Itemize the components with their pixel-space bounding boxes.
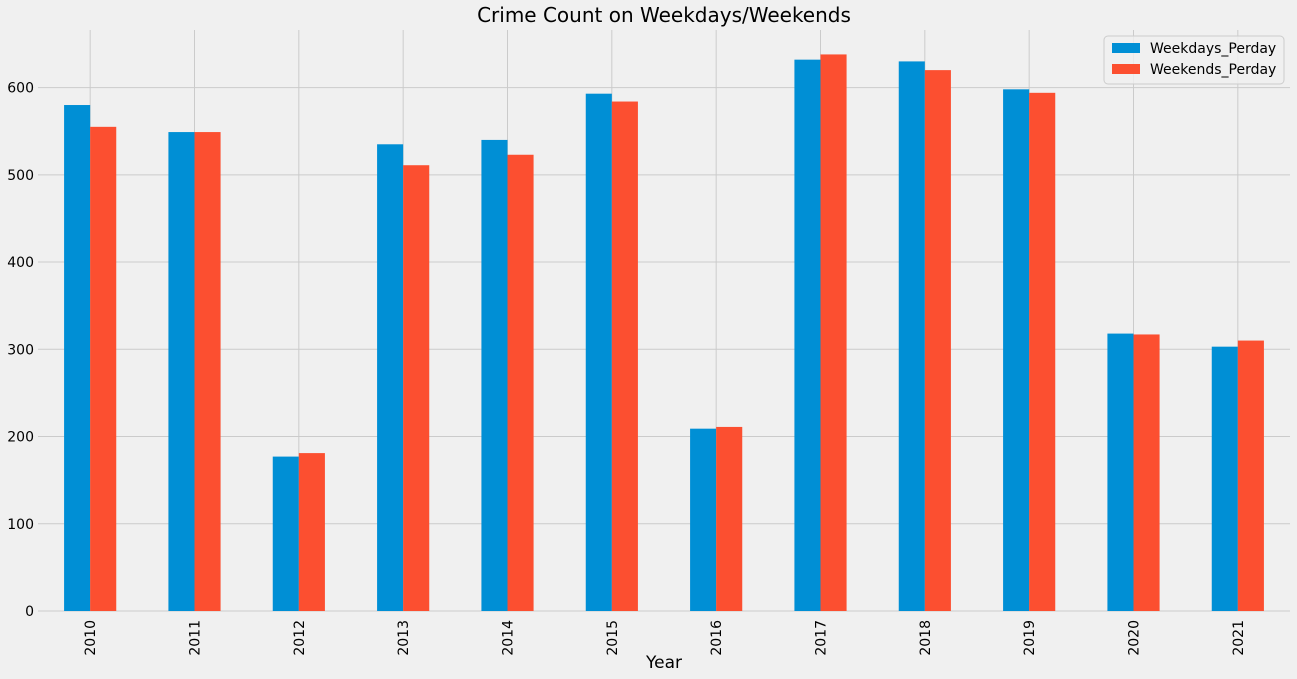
x-tick-label: 2021: [1231, 620, 1247, 656]
legend-swatch-weekdays-perday: [1112, 43, 1140, 53]
x-axis-ticks: 2010 2011 2012 2013 2014 2015 2016 2017 2018 2019…: [83, 620, 1247, 656]
bar-weekends-perday-2014: [507, 154, 534, 611]
bar-weekends-perday-2015: [611, 101, 638, 611]
x-tick-label: 2014: [501, 620, 517, 656]
x-tick-label: 2019: [1022, 620, 1038, 656]
y-tick-label: 300: [7, 342, 34, 358]
x-axis-label: Year: [645, 653, 682, 673]
bar-weekdays-perday-2020: [1107, 333, 1134, 611]
x-tick-label: 2015: [605, 620, 621, 656]
x-tick-label: 2017: [814, 620, 830, 656]
y-tick-label: 600: [7, 81, 34, 97]
x-tick-label: 2013: [396, 620, 412, 656]
y-tick-label: 200: [7, 430, 34, 446]
bar-weekends-perday-2021: [1237, 340, 1264, 611]
bar-weekdays-perday-2012: [272, 456, 299, 611]
bar-weekdays-perday-2015: [585, 93, 612, 612]
legend-swatch-weekends-perday: [1112, 64, 1140, 74]
bar-weekends-perday-2020: [1133, 334, 1160, 611]
x-tick-label: 2016: [709, 620, 725, 656]
bar-weekdays-perday-2011: [168, 132, 195, 611]
bar-weekends-perday-2019: [1029, 92, 1056, 612]
y-axis-ticks: 0 100 200 300 400 500 600: [7, 81, 34, 620]
bar-weekdays-perday-2014: [481, 139, 508, 611]
bar-weekends-perday-2011: [194, 132, 221, 611]
bars-layer: [64, 54, 1264, 612]
y-tick-label: 400: [7, 255, 34, 271]
x-tick-label: 2018: [918, 620, 934, 656]
bar-weekdays-perday-2013: [377, 144, 404, 612]
bar-weekends-perday-2018: [924, 70, 951, 611]
x-tick-label: 2012: [292, 620, 308, 656]
bar-weekdays-perday-2010: [64, 105, 91, 612]
legend-box: [1103, 35, 1285, 85]
bar-weekdays-perday-2021: [1211, 346, 1238, 611]
legend: Weekdays_Perday Weekends_Perday: [1103, 35, 1285, 85]
bar-weekdays-perday-2018: [898, 61, 925, 612]
y-tick-label: 500: [7, 168, 34, 184]
bar-weekends-perday-2013: [403, 165, 430, 611]
bar-weekends-perday-2017: [820, 54, 847, 611]
x-tick-label: 2020: [1127, 620, 1143, 656]
y-tick-label: 100: [7, 517, 34, 533]
y-tick-label: 0: [25, 604, 34, 620]
legend-label: Weekdays_Perday: [1150, 41, 1276, 57]
bar-weekends-perday-2012: [298, 453, 325, 611]
bar-weekends-perday-2016: [716, 426, 743, 611]
bar-weekdays-perday-2017: [794, 59, 821, 612]
x-tick-label: 2011: [188, 620, 204, 656]
bar-weekdays-perday-2019: [1003, 89, 1030, 612]
bar-weekdays-perday-2016: [690, 428, 717, 611]
x-tick-label: 2010: [83, 620, 99, 656]
bar-weekends-perday-2010: [90, 126, 117, 611]
legend-label: Weekends_Perday: [1150, 62, 1276, 78]
grid-lines: [38, 30, 1290, 612]
chart-title: Crime Count on Weekdays/Weekends: [477, 3, 851, 27]
